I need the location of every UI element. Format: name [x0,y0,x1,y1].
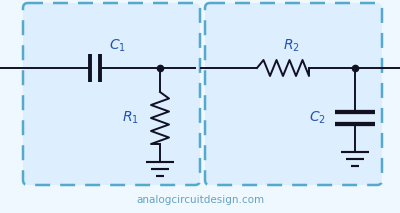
FancyBboxPatch shape [23,3,200,185]
Text: $C_{2}$: $C_{2}$ [308,110,326,126]
Text: $R_{2}$: $R_{2}$ [282,38,300,54]
Text: $R_{1}$: $R_{1}$ [122,110,138,126]
Text: analogcircuitdesign.com: analogcircuitdesign.com [136,195,264,205]
Text: $C_{1}$: $C_{1}$ [108,38,126,54]
FancyBboxPatch shape [205,3,382,185]
